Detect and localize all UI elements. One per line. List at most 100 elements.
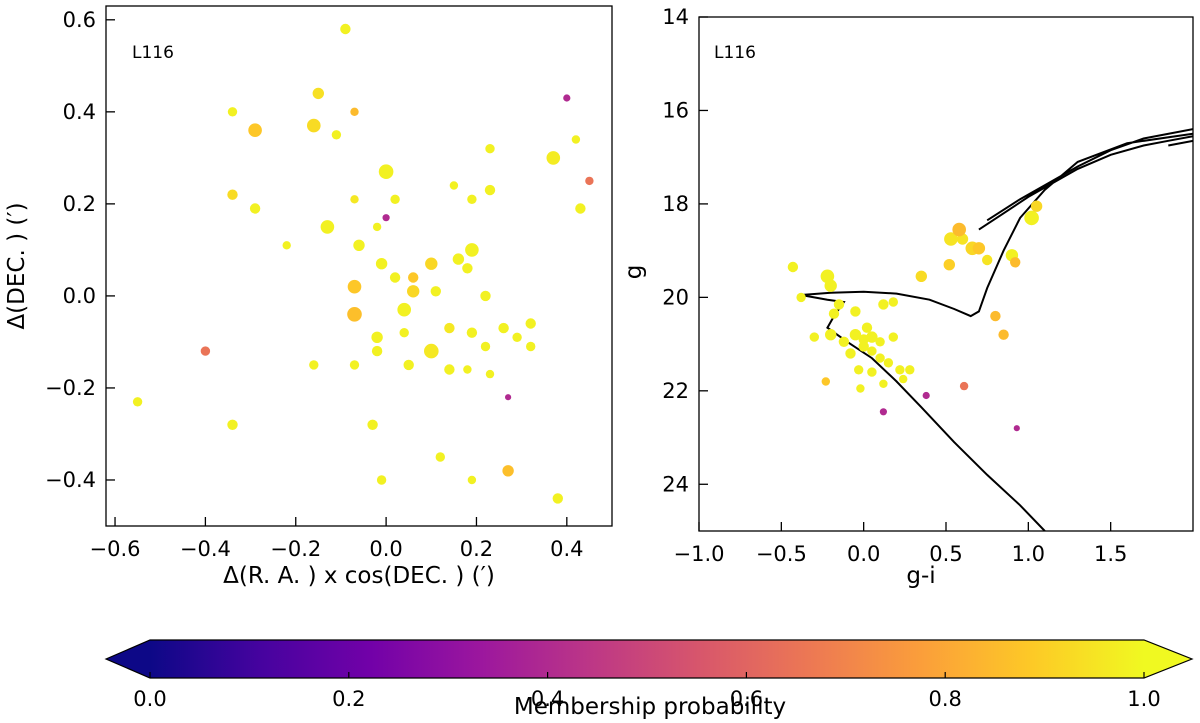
colorbar-ticks: 0.0 0.2 0.4 0.6 0.8 1.0 — [133, 672, 1161, 711]
data-point — [498, 322, 509, 334]
data-point — [312, 87, 324, 100]
sky-position-panel: −0.6 −0.4 −0.2 0.0 0.2 0.4 −0.4 −0.2 0.0 0.2 0.4 0.… — [4, 5, 613, 589]
data-point — [833, 299, 845, 310]
data-point — [944, 232, 958, 246]
y-tick-label: −0.2 — [45, 376, 96, 400]
colorbar-tick-label: 0.4 — [531, 687, 564, 711]
data-point — [1030, 200, 1043, 212]
data-point — [347, 279, 362, 294]
x-tick-label: −0.5 — [756, 542, 807, 566]
data-point — [875, 337, 885, 347]
isochrone-curve — [800, 128, 1193, 531]
data-point — [796, 292, 806, 303]
x-tick-label: 0.2 — [460, 537, 493, 561]
data-point — [449, 181, 459, 190]
data-point — [371, 331, 383, 343]
y-tick-label: 14 — [662, 5, 689, 29]
data-point — [399, 328, 409, 338]
data-point — [899, 374, 908, 384]
data-point — [425, 257, 438, 270]
data-point — [952, 222, 966, 237]
y-tick-label: 0.6 — [63, 8, 96, 32]
data-point — [367, 419, 378, 430]
data-point — [502, 465, 514, 477]
data-point — [430, 286, 441, 297]
data-point — [990, 310, 1001, 322]
data-point — [888, 332, 898, 342]
data-point — [856, 384, 865, 393]
data-point — [200, 346, 211, 356]
data-point — [1010, 257, 1021, 268]
data-point — [585, 176, 594, 186]
data-point — [407, 285, 420, 298]
colorbar-label: Membership probability — [514, 694, 786, 720]
data-point — [915, 270, 927, 282]
colorbar-tick-label: 1.0 — [1127, 687, 1160, 711]
data-point — [462, 263, 473, 274]
colorbar: 0.0 0.2 0.4 0.6 0.8 1.0 Membership probabilit… — [104, 639, 1194, 720]
x-tick-label: 0.0 — [369, 537, 402, 561]
data-point — [371, 345, 383, 357]
data-point — [552, 493, 563, 504]
data-point — [227, 189, 238, 200]
data-point — [444, 322, 455, 334]
data-point — [403, 359, 414, 371]
colorbar-tick-label: 0.2 — [332, 687, 365, 711]
cmd-axis-ticks: −1.0 −0.5 0.0 0.5 1.0 1.5 14 16 18 20 22 24 — [662, 5, 1127, 566]
data-point — [375, 258, 388, 270]
data-point — [309, 360, 319, 370]
data-point — [850, 306, 861, 317]
data-point — [972, 242, 986, 255]
y-tick-label: 22 — [662, 379, 689, 403]
data-point — [435, 452, 445, 462]
data-point — [845, 348, 856, 359]
data-point — [350, 107, 359, 117]
data-point — [867, 346, 877, 356]
colorbar-low-extend — [106, 640, 150, 678]
sky-y-axis-label: Δ(DEC. ) (′) — [4, 202, 30, 329]
data-point — [879, 379, 888, 388]
data-point — [320, 220, 335, 234]
data-point — [861, 322, 873, 333]
data-point — [452, 253, 465, 265]
data-point — [888, 297, 898, 307]
data-point — [480, 290, 491, 302]
data-point — [512, 332, 522, 342]
data-point — [307, 118, 321, 133]
y-tick-label: −0.4 — [45, 468, 96, 492]
x-tick-label: −1.0 — [674, 542, 725, 566]
data-point — [879, 408, 888, 416]
data-point — [485, 369, 495, 379]
data-point — [875, 353, 885, 363]
cmd-panel: −1.0 −0.5 0.0 0.5 1.0 1.5 14 16 18 20 22 24 L116 g-… — [621, 5, 1194, 589]
data-point — [787, 261, 799, 273]
data-point — [895, 365, 905, 375]
y-tick-label: 18 — [662, 192, 689, 216]
data-point — [248, 123, 262, 137]
data-point — [858, 341, 869, 352]
data-point — [353, 239, 365, 251]
data-point — [849, 329, 862, 341]
data-point — [465, 243, 479, 257]
data-point — [998, 329, 1009, 340]
data-point — [825, 329, 837, 341]
sky-panel-label: L116 — [132, 43, 174, 63]
data-point — [444, 364, 455, 375]
data-point — [350, 195, 359, 204]
data-point — [563, 94, 571, 102]
x-tick-label: −0.2 — [270, 537, 321, 561]
data-point — [397, 302, 412, 317]
data-point — [378, 164, 394, 179]
sky-points — [132, 23, 594, 504]
data-point — [331, 130, 342, 140]
x-tick-label: −0.4 — [180, 537, 231, 561]
colorbar-tick-label: 0.0 — [133, 687, 166, 711]
data-point — [282, 241, 291, 250]
x-tick-label: 1.5 — [1094, 542, 1127, 566]
data-point — [389, 272, 401, 283]
data-point — [824, 279, 837, 292]
data-point — [883, 358, 894, 368]
data-point — [982, 254, 993, 266]
data-point — [866, 331, 878, 343]
